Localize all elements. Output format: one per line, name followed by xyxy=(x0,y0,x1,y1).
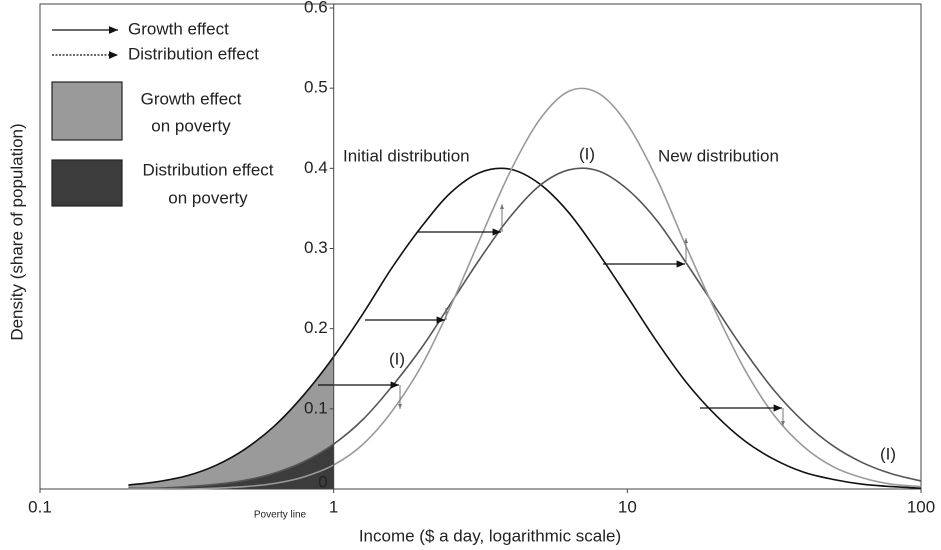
series-line xyxy=(128,87,922,490)
curve-label: Initial distribution xyxy=(343,146,470,165)
legend-label: Growth effect xyxy=(128,19,229,38)
y-axis-title: Density (share of population) xyxy=(7,123,26,340)
x-tick-label: 10 xyxy=(618,497,637,516)
annotation: (I) xyxy=(880,444,896,463)
series-line xyxy=(128,167,922,490)
distribution-arrows xyxy=(398,204,785,426)
distribution-effect-area xyxy=(128,444,334,489)
y-tick-label: 0.6 xyxy=(304,0,328,16)
x-tick-label: 100 xyxy=(907,497,935,516)
legend-label: on poverty xyxy=(151,116,231,135)
x-tick-label: 1 xyxy=(329,497,338,516)
series-line xyxy=(128,167,922,489)
y-tick-label: 0.3 xyxy=(304,238,328,257)
legend-label: on poverty xyxy=(168,188,248,207)
annotation: (I) xyxy=(579,144,595,163)
growth-arrows xyxy=(318,228,782,412)
plot-frame xyxy=(39,3,922,490)
legend-label: Distribution effect xyxy=(128,44,259,63)
legend: Growth effect Distribution effect Growth… xyxy=(51,19,274,207)
legend-label: Growth effect xyxy=(141,89,242,108)
annotation: (I) xyxy=(389,349,405,368)
x-axis-title: Income ($ a day, logarithmic scale) xyxy=(359,526,621,545)
y-tick-label: 0.4 xyxy=(304,158,328,177)
x-tick-label: 0.1 xyxy=(28,497,52,516)
growth-effect-area xyxy=(128,356,334,489)
y-tick-label: 0.5 xyxy=(304,78,328,97)
curve-label: New distribution xyxy=(658,146,779,165)
legend-label: Distribution effect xyxy=(142,160,273,179)
y-tick-label: 0.2 xyxy=(304,318,328,337)
poverty-line-label: Poverty line xyxy=(254,510,307,521)
y-tick-label: 0.1 xyxy=(304,398,328,417)
y-tick-label: 0 xyxy=(318,472,327,491)
